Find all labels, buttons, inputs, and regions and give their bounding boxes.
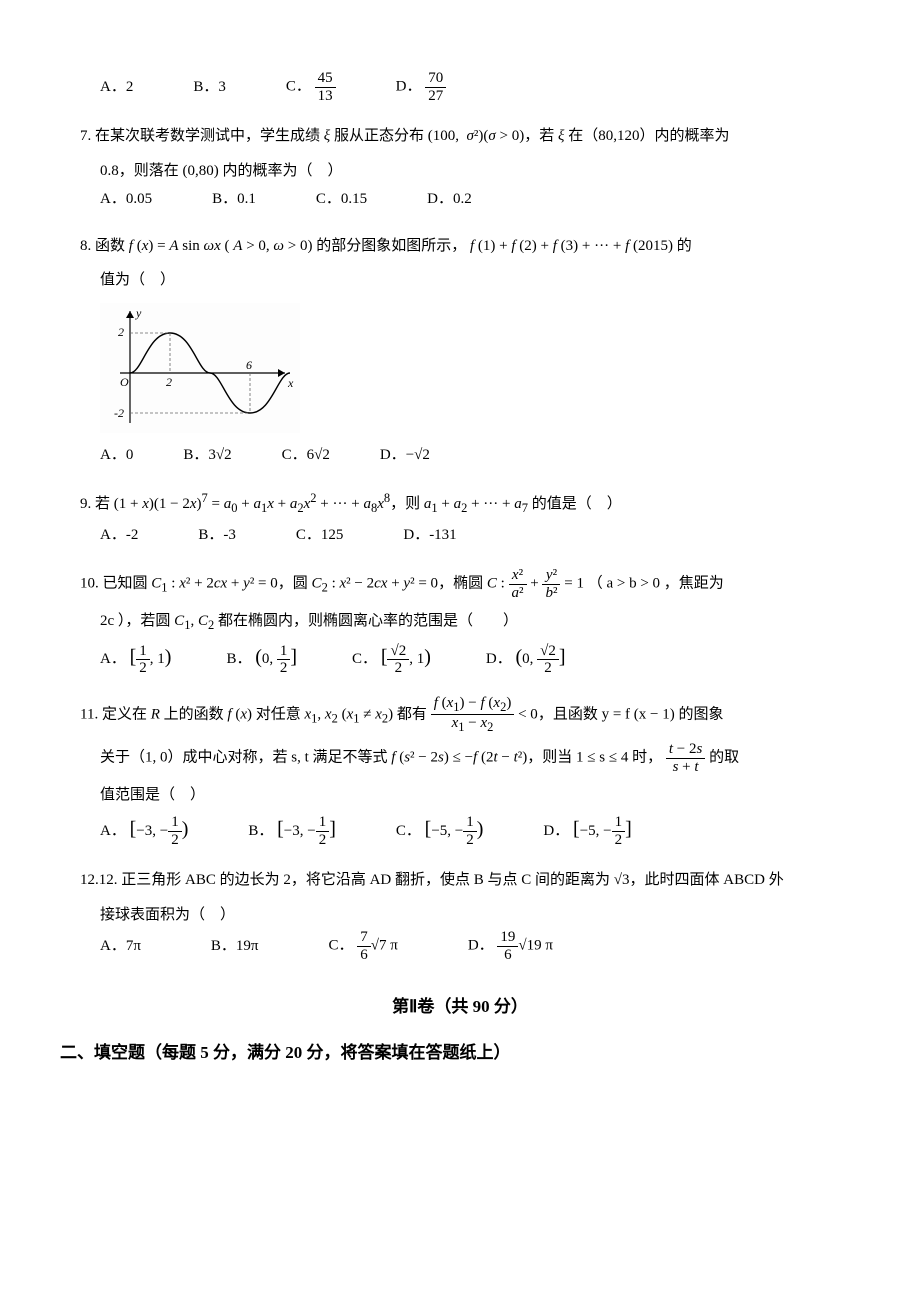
q11: 11. 定义在 R 上的函数 f (x) 对任意 x1, x2 (x1 ≠ x2… <box>60 695 860 849</box>
q9-opt-a: A．-2 <box>100 521 138 550</box>
q7-stem2: 0.8，则落在 (0,80) 内的概率为（ ） <box>100 157 860 186</box>
q7-stem: 7. 在某次联考数学测试中，学生成绩 ξ 服从正态分布 (100, σ²)(σ … <box>80 122 860 151</box>
q8: 8. 函数 f (x) = A sin ωx ( A > 0, ω > 0) 的… <box>60 232 860 470</box>
q10-options: A． [12, 1) B． (0, 12] C． [√22, 1) D． (0,… <box>100 638 860 677</box>
q8-opt-b: B．3√2 <box>183 441 231 470</box>
q12-opt-b: B．19π <box>211 932 259 961</box>
q9-opt-d: D．-131 <box>403 521 456 550</box>
q6-opt-c: C． 45 13 <box>286 70 336 104</box>
q12-stem: 12.12. 正三角形 ABC 的边长为 2，将它沿高 AD 翻折，使点 B 与… <box>80 866 860 895</box>
q6-opt-a: A．2 <box>100 73 133 102</box>
q11-opt-a: A． [−3, −12) <box>100 810 188 849</box>
q8-stem2: 值为（ ） <box>100 266 860 295</box>
q7-opt-b: B．0.1 <box>212 185 256 214</box>
section-2-title: 第Ⅱ卷（共 90 分） <box>60 991 860 1023</box>
q11-opt-d: D． [−5, −12] <box>543 810 631 849</box>
frac-70-27: 70 27 <box>425 70 446 104</box>
q7-opt-c: C．0.15 <box>316 185 367 214</box>
q12-opt-a: A．7π <box>100 932 141 961</box>
q10: 10. 已知圆 C1 : x² + 2cx + y² = 0，圆 C2 : x²… <box>60 567 860 676</box>
q12-options: A．7π B．19π C． 76√7 π D． 196√19 π <box>100 929 860 963</box>
sine-graph: 2 -2 O 2 6 x y <box>100 303 300 433</box>
q9-opt-c: C．125 <box>296 521 344 550</box>
q10-opt-a: A． [12, 1) <box>100 638 171 677</box>
graph-x6: 6 <box>246 358 252 372</box>
graph-x: x <box>287 376 294 390</box>
q8-opt-c: C．6√2 <box>282 441 330 470</box>
q10-stem: 10. 已知圆 C1 : x² + 2cx + y² = 0，圆 C2 : x²… <box>80 567 860 601</box>
q12-opt-c: C． 76√7 π <box>329 929 398 963</box>
q11-options: A． [−3, −12) B． [−3, −12] C． [−5, −12) D… <box>100 810 860 849</box>
q11-stem: 11. 定义在 R 上的函数 f (x) 对任意 x1, x2 (x1 ≠ x2… <box>80 695 860 736</box>
q6-options: A．2 B．3 C． 45 13 D． 70 27 <box>100 70 860 104</box>
graph-x2: 2 <box>166 375 172 389</box>
q7-opt-d: D．0.2 <box>427 185 472 214</box>
q7-opt-a: A．0.05 <box>100 185 152 214</box>
q8-options: A．0 B．3√2 C．6√2 D．−√2 <box>100 441 860 470</box>
q10-opt-d: D． (0, √22] <box>486 638 566 677</box>
graph-y: y <box>135 306 142 320</box>
q9-opt-b: B．-3 <box>198 521 236 550</box>
graph-yminus2: -2 <box>114 406 124 420</box>
q11-opt-c: C． [−5, −12) <box>396 810 484 849</box>
graph-origin: O <box>120 375 129 389</box>
q6-opt-d: D． 70 27 <box>396 70 447 104</box>
q8-opt-a: A．0 <box>100 441 133 470</box>
q7: 7. 在某次联考数学测试中，学生成绩 ξ 服从正态分布 (100, σ²)(σ … <box>60 122 860 214</box>
graph-y2: 2 <box>118 325 124 339</box>
q11-opt-b: B． [−3, −12] <box>248 810 336 849</box>
q10-opt-c: C． [√22, 1) <box>352 638 431 677</box>
q11-stem3: 值范围是（ ） <box>100 781 860 810</box>
q12-opt-d: D． 196√19 π <box>468 929 553 963</box>
q9-stem: 9. 若 (1 + x)(1 − 2x)7 = a0 + a1x + a2x2 … <box>80 487 860 521</box>
q8-opt-d: D．−√2 <box>380 441 430 470</box>
q12: 12.12. 正三角形 ABC 的边长为 2，将它沿高 AD 翻折，使点 B 与… <box>60 866 860 963</box>
q6-opt-b: B．3 <box>193 73 226 102</box>
frac-45-13: 45 13 <box>315 70 336 104</box>
q7-options: A．0.05 B．0.1 C．0.15 D．0.2 <box>100 185 860 214</box>
fill-blank-heading: 二、填空题（每题 5 分，满分 20 分，将答案填在答题纸上） <box>60 1037 860 1069</box>
q12-stem2: 接球表面积为（ ） <box>100 901 860 930</box>
q11-stem2: 关于（1, 0）成中心对称，若 s, t 满足不等式 f (s² − 2s) ≤… <box>100 741 860 775</box>
q10-opt-b: B． (0, 12] <box>226 638 297 677</box>
q9: 9. 若 (1 + x)(1 − 2x)7 = a0 + a1x + a2x2 … <box>60 487 860 549</box>
q10-stem2: 2c ），若圆 C1, C2 都在椭圆内，则椭圆离心率的范围是（ ） <box>100 607 860 638</box>
q9-options: A．-2 B．-3 C．125 D．-131 <box>100 521 860 550</box>
q8-stem: 8. 函数 f (x) = A sin ωx ( A > 0, ω > 0) 的… <box>80 232 860 261</box>
